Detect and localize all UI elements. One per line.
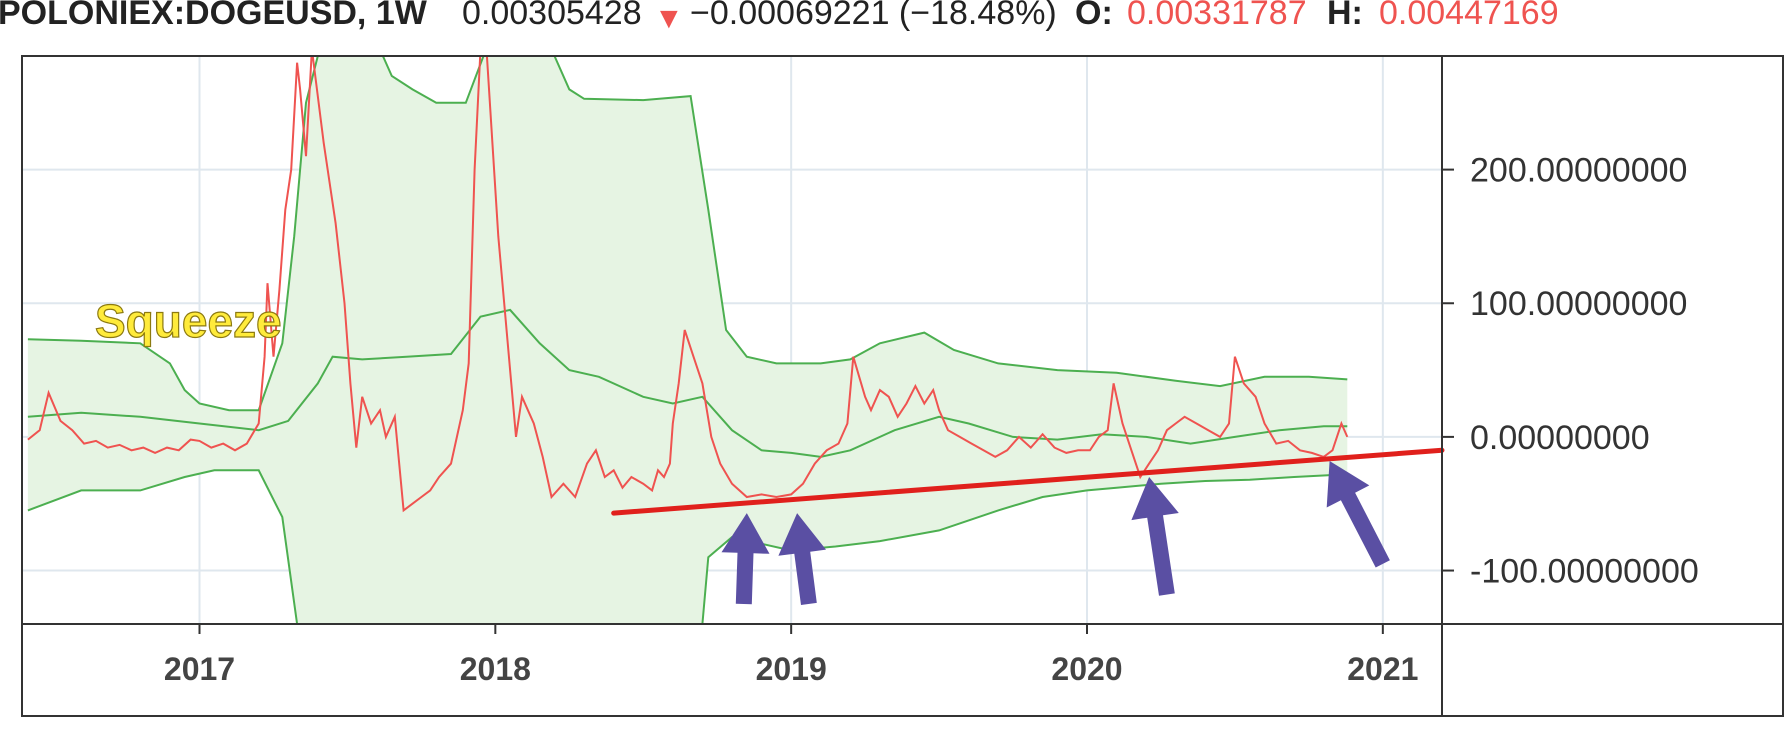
symbol-label: POLONIEX:DOGEUSD, 1W — [0, 0, 427, 32]
annotation-arrows — [721, 461, 1390, 605]
annotation-arrow — [1326, 461, 1390, 568]
annotation-arrow — [721, 513, 770, 605]
x-tick-label: 2020 — [1051, 651, 1122, 687]
x-tick-label: 2017 — [164, 651, 235, 687]
middle-band-line — [27, 308, 1348, 458]
x-tick-label: 2018 — [460, 651, 531, 687]
open-value: 0.00331787 — [1127, 0, 1307, 32]
y-tick-label: 100.00000000 — [1470, 285, 1687, 323]
price-line — [27, 56, 1349, 513]
price-change: −0.00069221 (−18.48%) — [690, 0, 1057, 32]
x-axis: 2017 2018 2019 2020 2021 — [164, 624, 1418, 687]
upper-band-line — [27, 56, 1348, 412]
chart-frame — [21, 55, 1784, 717]
high-label: H: — [1327, 0, 1363, 32]
annotation-arrow — [778, 513, 826, 605]
grid — [22, 56, 1442, 624]
x-tick-label: 2021 — [1347, 651, 1418, 687]
squeeze-annotation: Squeeze — [95, 295, 282, 347]
high-value: 0.00447169 — [1379, 0, 1559, 32]
chart-header: POLONIEX:DOGEUSD, 1W 0.00305428 ▼ −0.000… — [0, 0, 1785, 40]
annotation-arrow — [1131, 477, 1179, 596]
y-tick-label: 0.00000000 — [1470, 419, 1650, 457]
open-label: O: — [1075, 0, 1113, 32]
support-trendline — [611, 447, 1445, 516]
y-tick-label: -100.00000000 — [1470, 553, 1699, 591]
last-price: 0.00305428 — [462, 0, 642, 32]
x-tick-label: 2019 — [756, 651, 827, 687]
down-triangle-icon: ▼ — [654, 2, 684, 35]
outer-border — [21, 55, 1784, 717]
y-axis: 200.00000000 100.00000000 0.00000000 -100.0… — [1442, 152, 1699, 591]
y-tick-label: 200.00000000 — [1470, 152, 1687, 190]
